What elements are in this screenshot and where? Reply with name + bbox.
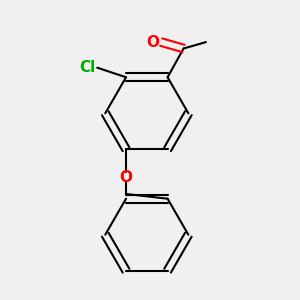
Text: O: O [147, 34, 160, 50]
Text: O: O [119, 170, 133, 185]
Text: Cl: Cl [80, 60, 96, 75]
